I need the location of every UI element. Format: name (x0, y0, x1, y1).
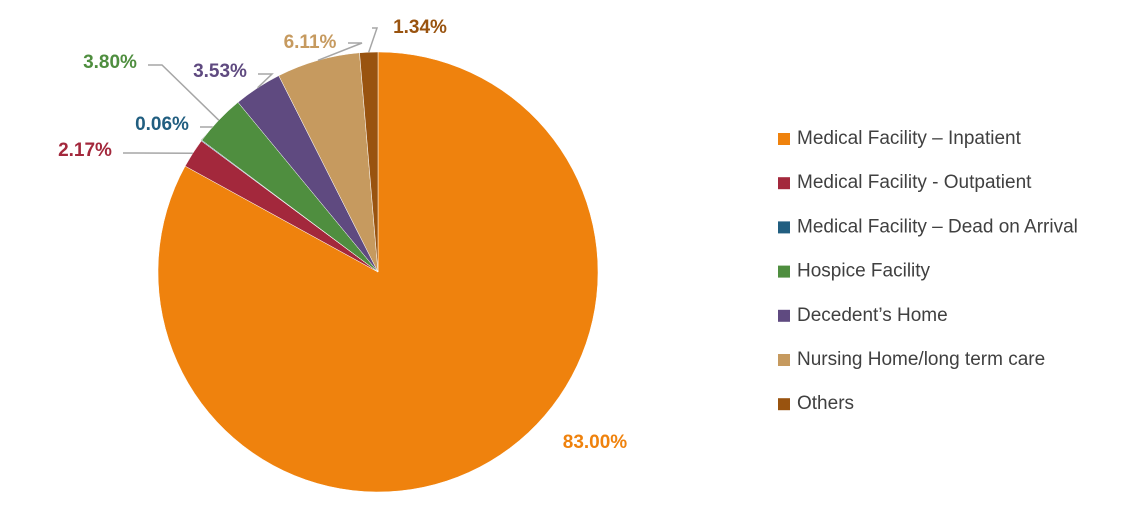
leader-line (317, 42, 363, 62)
legend-swatch (778, 265, 790, 278)
legend-swatch (778, 221, 790, 234)
legend-swatch (778, 398, 790, 411)
leader-line (368, 27, 379, 53)
legend-label: Nursing Home/long term care (797, 349, 1045, 370)
value-label: 1.34% (393, 17, 447, 38)
legend-label: Decedent’s Home (797, 305, 948, 326)
value-label: 0.06% (135, 114, 189, 135)
legend-label: Hospice Facility (797, 261, 931, 282)
legend-swatch (778, 133, 790, 145)
value-label: 3.80% (83, 52, 137, 73)
legend-label: Medical Facility – Inpatient (797, 128, 1022, 149)
legend-label: Others (797, 393, 854, 414)
value-label: 3.53% (193, 61, 247, 82)
value-label: 2.17% (58, 140, 112, 161)
legend-label: Medical Facility – Dead on Arrival (797, 216, 1078, 237)
value-label: 83.00% (563, 432, 628, 453)
leader-line (257, 73, 274, 89)
legend-swatch (778, 177, 790, 190)
leader-line (148, 64, 220, 121)
legend-swatch (778, 354, 790, 366)
legend-swatch (778, 309, 790, 322)
legend-label: Medical Facility - Outpatient (797, 172, 1032, 193)
value-label: 6.11% (284, 32, 337, 53)
